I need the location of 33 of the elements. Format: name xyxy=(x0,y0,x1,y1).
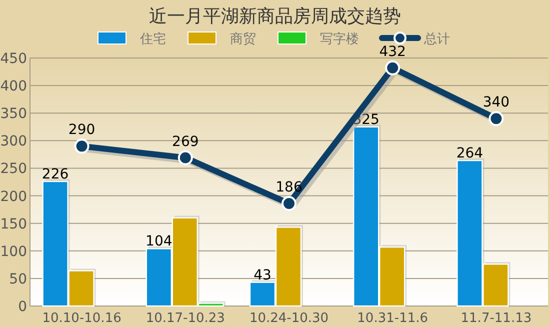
data-label: 226 xyxy=(42,166,69,182)
data-label: 264 xyxy=(456,146,484,162)
y-tick-label: 150 xyxy=(0,216,27,232)
x-tick-label: 10.17-10.23 xyxy=(146,311,225,326)
y-tick-label: 300 xyxy=(0,134,27,150)
y-tick-label: 50 xyxy=(9,271,27,288)
x-tick-label: 10.31-11.6 xyxy=(357,311,428,326)
point xyxy=(178,150,193,166)
data-label: 290 xyxy=(68,122,96,138)
legend-label: 住宅 xyxy=(139,31,166,47)
data-label: 269 xyxy=(172,134,199,150)
y-tick-label: 350 xyxy=(0,106,27,122)
chart-title: 近一月平湖新商品房周成交趋势 xyxy=(149,6,401,27)
data-label: 432 xyxy=(379,44,406,60)
data-label: 340 xyxy=(482,94,510,111)
point xyxy=(488,111,504,126)
legend-label: 商贸 xyxy=(230,32,256,47)
legend-label: 写字楼 xyxy=(320,31,359,47)
y-tick-label: 0 xyxy=(18,299,27,315)
point xyxy=(74,138,90,154)
point xyxy=(282,196,296,211)
y-tick-label: 200 xyxy=(0,188,27,205)
legend-label: 总计 xyxy=(423,32,450,47)
x-tick-label: 10.24-10.30 xyxy=(249,311,329,326)
y-tick-label: 400 xyxy=(0,78,27,95)
data-label: 43 xyxy=(254,267,272,284)
x-tick-label: 10.10-10.16 xyxy=(42,311,122,326)
x-tick-label: 11.7-11.13 xyxy=(460,311,532,326)
point xyxy=(385,60,400,76)
y-tick-label: 100 xyxy=(0,244,27,260)
data-label: 104 xyxy=(146,234,172,250)
y-tick-label: 450 xyxy=(0,51,27,67)
y-tick-label: 250 xyxy=(0,161,27,178)
